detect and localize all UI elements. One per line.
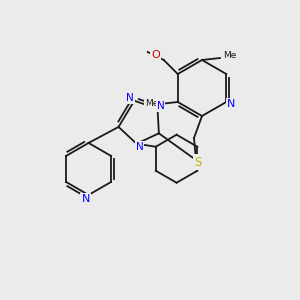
Text: N: N <box>126 93 134 103</box>
Text: N: N <box>227 99 236 109</box>
Text: N: N <box>81 194 90 204</box>
Text: Me: Me <box>223 52 237 61</box>
Text: O: O <box>152 50 160 60</box>
Text: S: S <box>194 155 202 169</box>
Text: Me: Me <box>145 100 158 109</box>
Text: N: N <box>136 142 143 152</box>
Text: N: N <box>157 101 164 111</box>
